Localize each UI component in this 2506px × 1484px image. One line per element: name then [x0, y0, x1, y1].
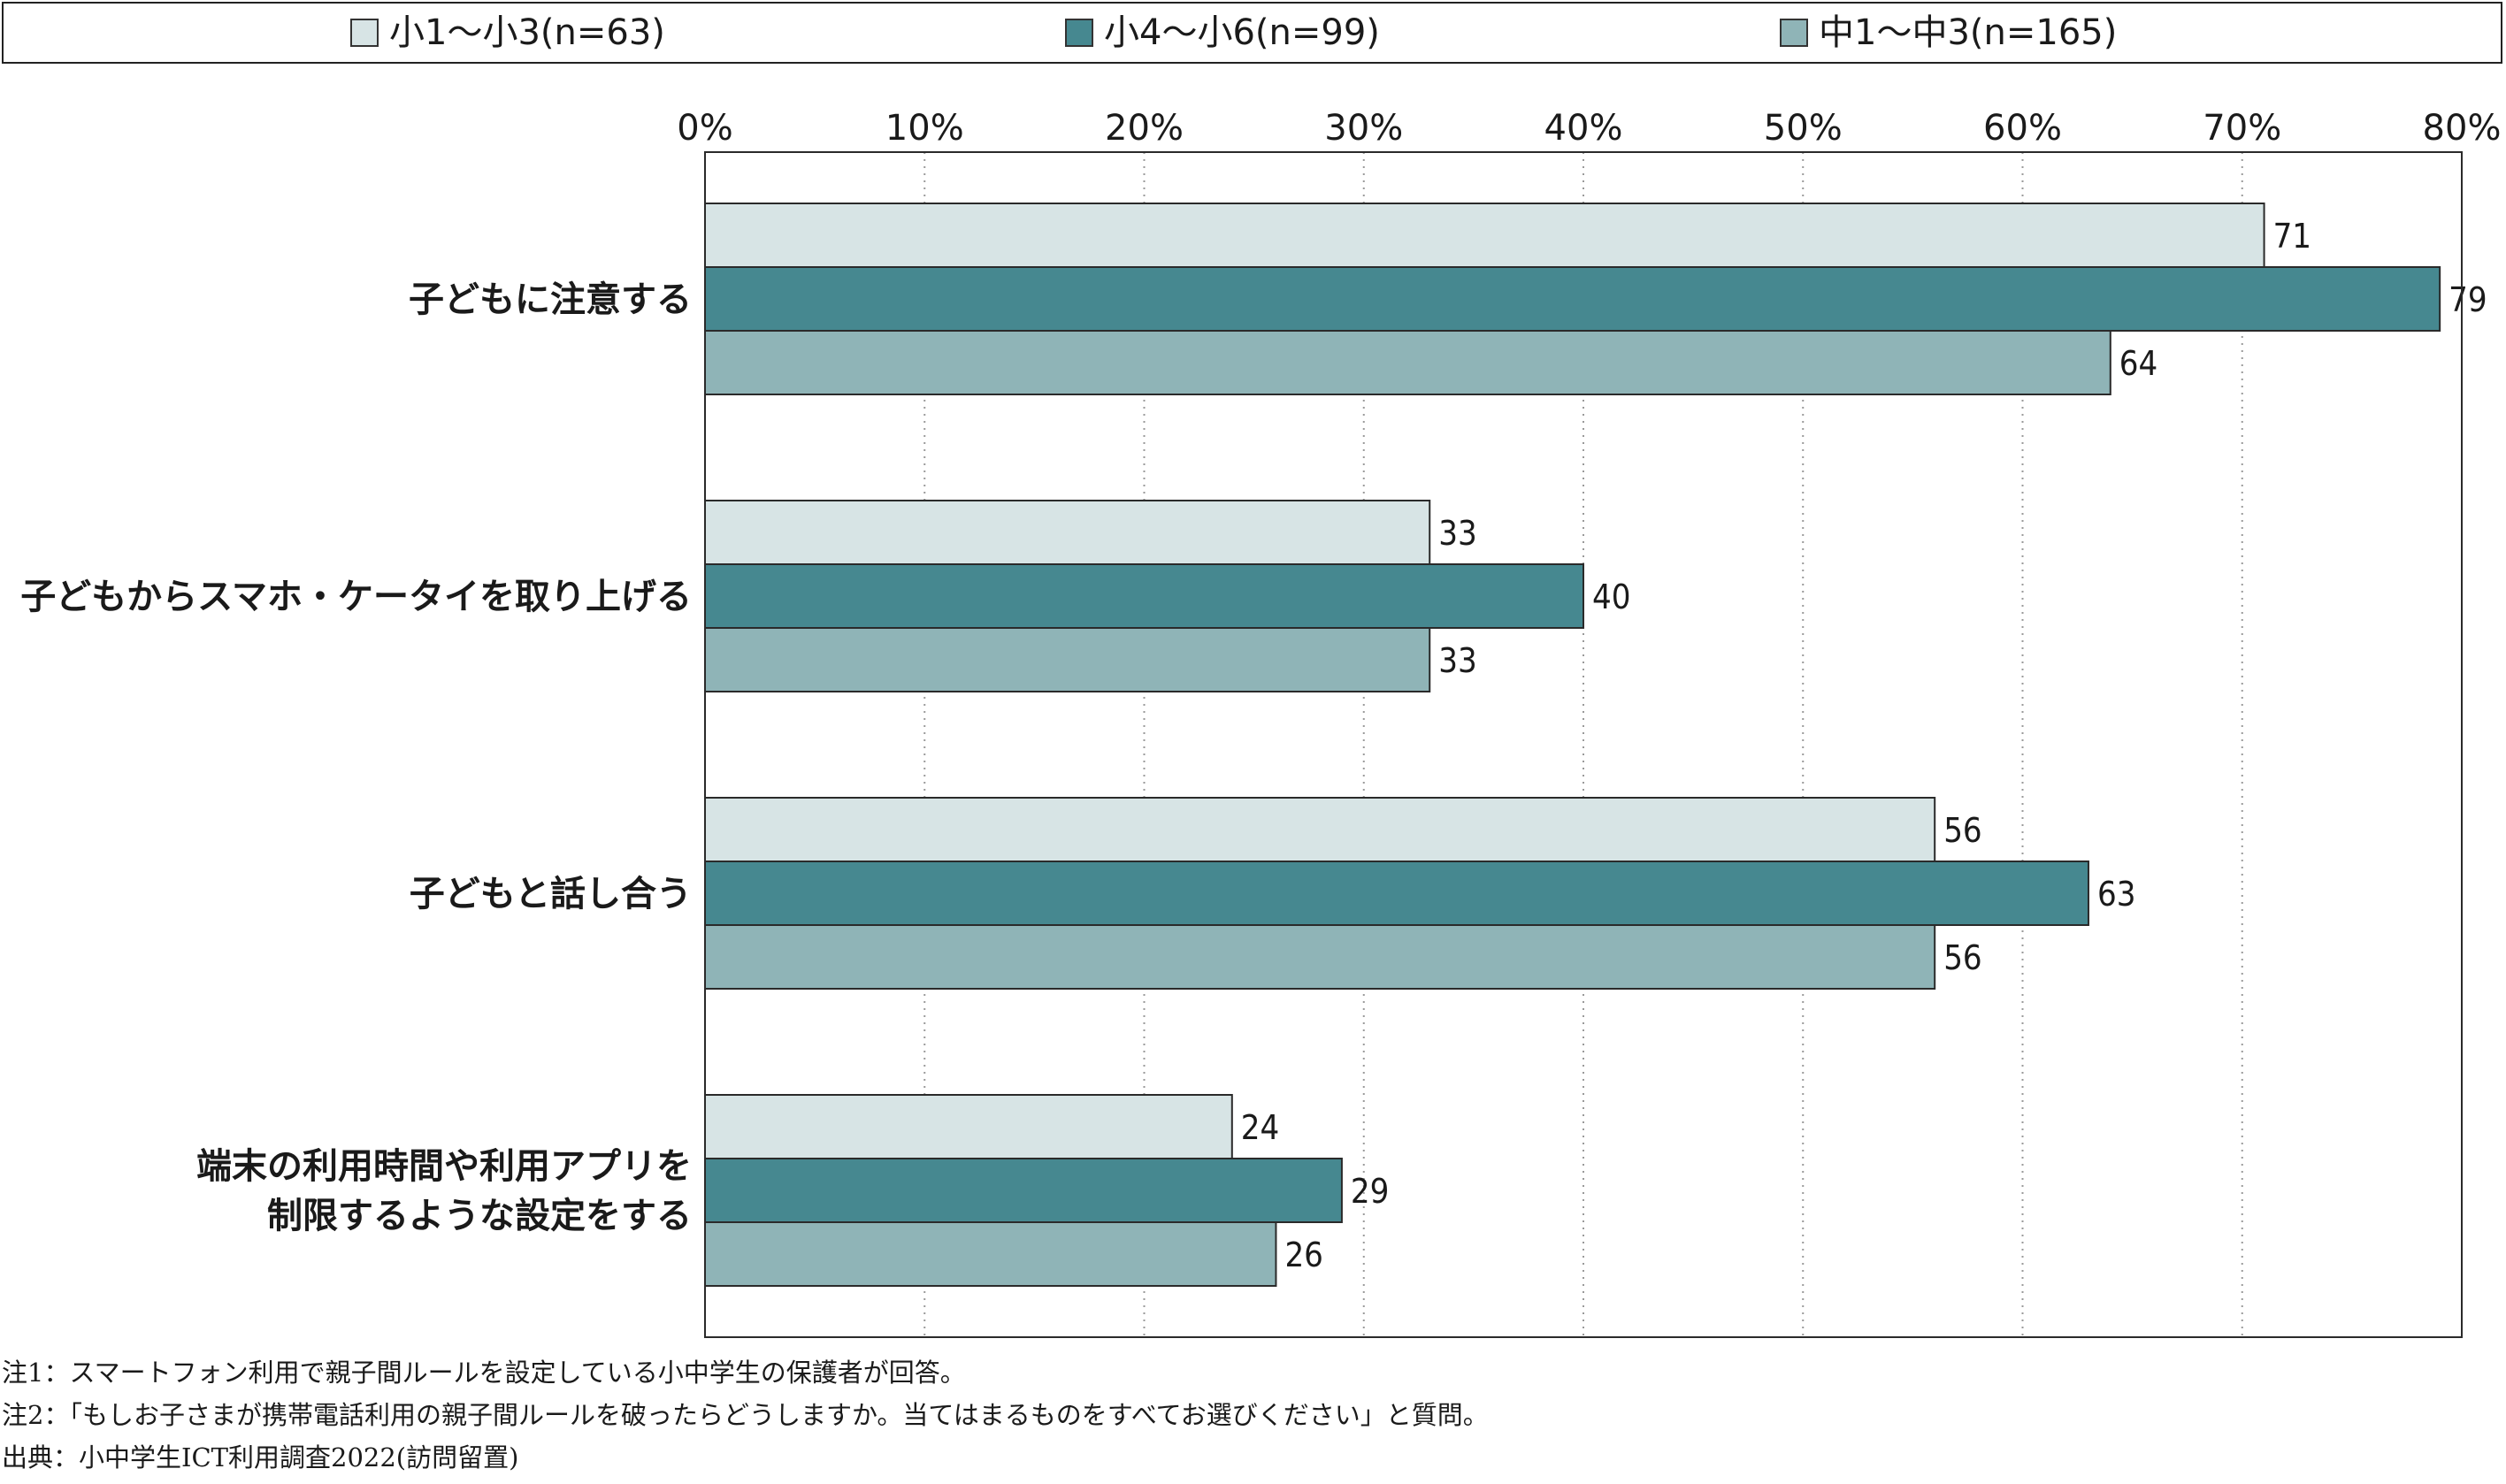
bar — [704, 1094, 1233, 1159]
bar — [704, 924, 1936, 990]
category-label: 子どもに注意する — [409, 279, 692, 320]
category-label: 子どもと話し合う — [410, 874, 692, 914]
bar — [704, 500, 1431, 565]
data-label: 71 — [2273, 217, 2312, 256]
category-label: 端末の利用時間や利用アプリを — [196, 1146, 692, 1187]
legend-item-grade4-6: 小4〜小6(n=99) — [1065, 13, 1380, 52]
bar — [704, 1158, 1343, 1223]
x-tick-label: 70% — [2203, 108, 2281, 149]
x-tick-label: 30% — [1324, 108, 1403, 149]
legend-label-junior-high: 中1〜中3(n=165) — [1819, 12, 2118, 53]
source-note: 出典：小中学生ICT利用調査2022(訪問留置) — [2, 1442, 519, 1473]
legend-swatch-junior-high — [1780, 19, 1808, 47]
data-label: 79 — [2449, 280, 2487, 319]
bar — [704, 797, 1936, 862]
data-label: 33 — [1438, 514, 1477, 553]
bar — [704, 1221, 1277, 1287]
data-label: 64 — [2119, 344, 2158, 383]
bar — [704, 330, 2111, 395]
legend: 小1〜小3(n=63) 小4〜小6(n=99) 中1〜中3(n=165) — [2, 2, 2502, 64]
footnotes: 注1：スマートフォン利用で親子間ルールを設定している小中学生の保護者が回答。 注… — [2, 1351, 2496, 1479]
data-label: 63 — [2097, 875, 2136, 914]
category-label: 制限するような設定をする — [267, 1196, 692, 1236]
bar — [704, 203, 2265, 268]
bar — [704, 861, 2089, 926]
x-tick-label: 40% — [1544, 108, 1623, 149]
x-tick-label: 60% — [1983, 108, 2062, 149]
note-2: 注2：「もしお子さまが携帯電話利用の親子間ルールを破ったらどうしますか。当てはま… — [2, 1400, 1489, 1430]
data-label: 56 — [1943, 938, 1982, 977]
bar — [704, 563, 1584, 629]
legend-item-junior-high: 中1〜中3(n=165) — [1780, 13, 2117, 52]
category-label: 子どもからスマホ・ケータイを取り上げる — [20, 577, 692, 617]
note-1: 注1：スマートフォン利用で親子間ルールを設定している小中学生の保護者が回答。 — [2, 1358, 966, 1388]
data-label: 40 — [1592, 578, 1631, 616]
data-label: 26 — [1284, 1235, 1323, 1274]
x-tick-label: 10% — [885, 108, 964, 149]
bar — [704, 266, 2441, 332]
x-tick-label: 0% — [677, 108, 732, 149]
data-label: 33 — [1438, 641, 1477, 680]
bar-chart: 0% 10% 20% 30% 40% 50% 60% 70% 80% 71 79 64 子どもに注意する… — [20, 108, 2502, 1338]
x-tick-label: 80% — [2423, 108, 2502, 149]
legend-label-grade4-6: 小4〜小6(n=99) — [1104, 12, 1380, 53]
legend-item-grade1-3: 小1〜小3(n=63) — [350, 13, 665, 52]
legend-swatch-grade4-6 — [1065, 19, 1093, 47]
data-label: 56 — [1943, 811, 1982, 850]
plot-frame — [704, 151, 2463, 1338]
legend-swatch-grade1-3 — [350, 19, 379, 47]
x-tick-label: 50% — [1764, 108, 1843, 149]
data-label: 29 — [1351, 1172, 1390, 1211]
data-label: 24 — [1241, 1108, 1280, 1147]
legend-label-grade1-3: 小1〜小3(n=63) — [389, 12, 665, 53]
bar — [704, 627, 1431, 692]
x-tick-label: 20% — [1105, 108, 1184, 149]
